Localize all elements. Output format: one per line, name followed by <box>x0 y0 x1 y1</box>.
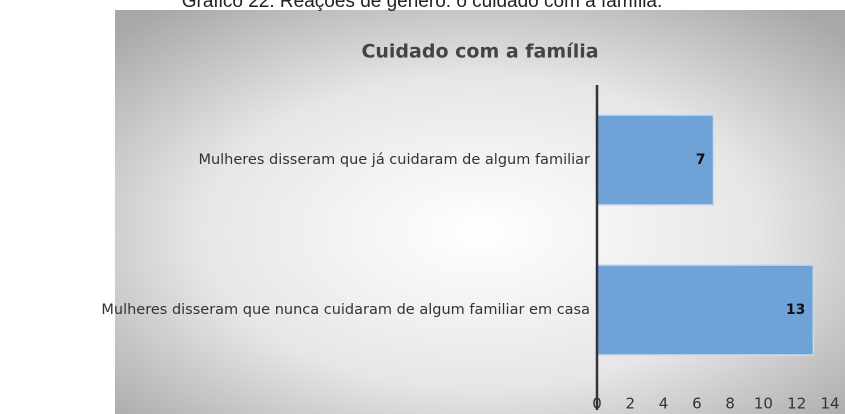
x-tick-label: 4 <box>659 395 669 413</box>
y-tick-label: Mulheres disseram que já cuidaram de alg… <box>198 152 590 168</box>
data-label: 7 <box>696 152 706 168</box>
data-label: 13 <box>786 302 805 318</box>
chart-title: Cuidado com a família <box>361 41 598 63</box>
x-tick-label: 6 <box>692 395 702 413</box>
x-tick-label: 12 <box>787 395 806 413</box>
caption: Gráfico 22: Reações de gênero: o cuidado… <box>182 0 663 12</box>
x-tick-label: 2 <box>626 395 636 413</box>
y-tick-label: Mulheres disseram que nunca cuidaram de … <box>101 302 590 318</box>
x-tick-label: 10 <box>754 395 773 413</box>
bar <box>596 264 815 356</box>
bar <box>596 114 715 206</box>
x-tick-label: 8 <box>725 395 735 413</box>
x-tick-label: 14 <box>820 395 839 413</box>
